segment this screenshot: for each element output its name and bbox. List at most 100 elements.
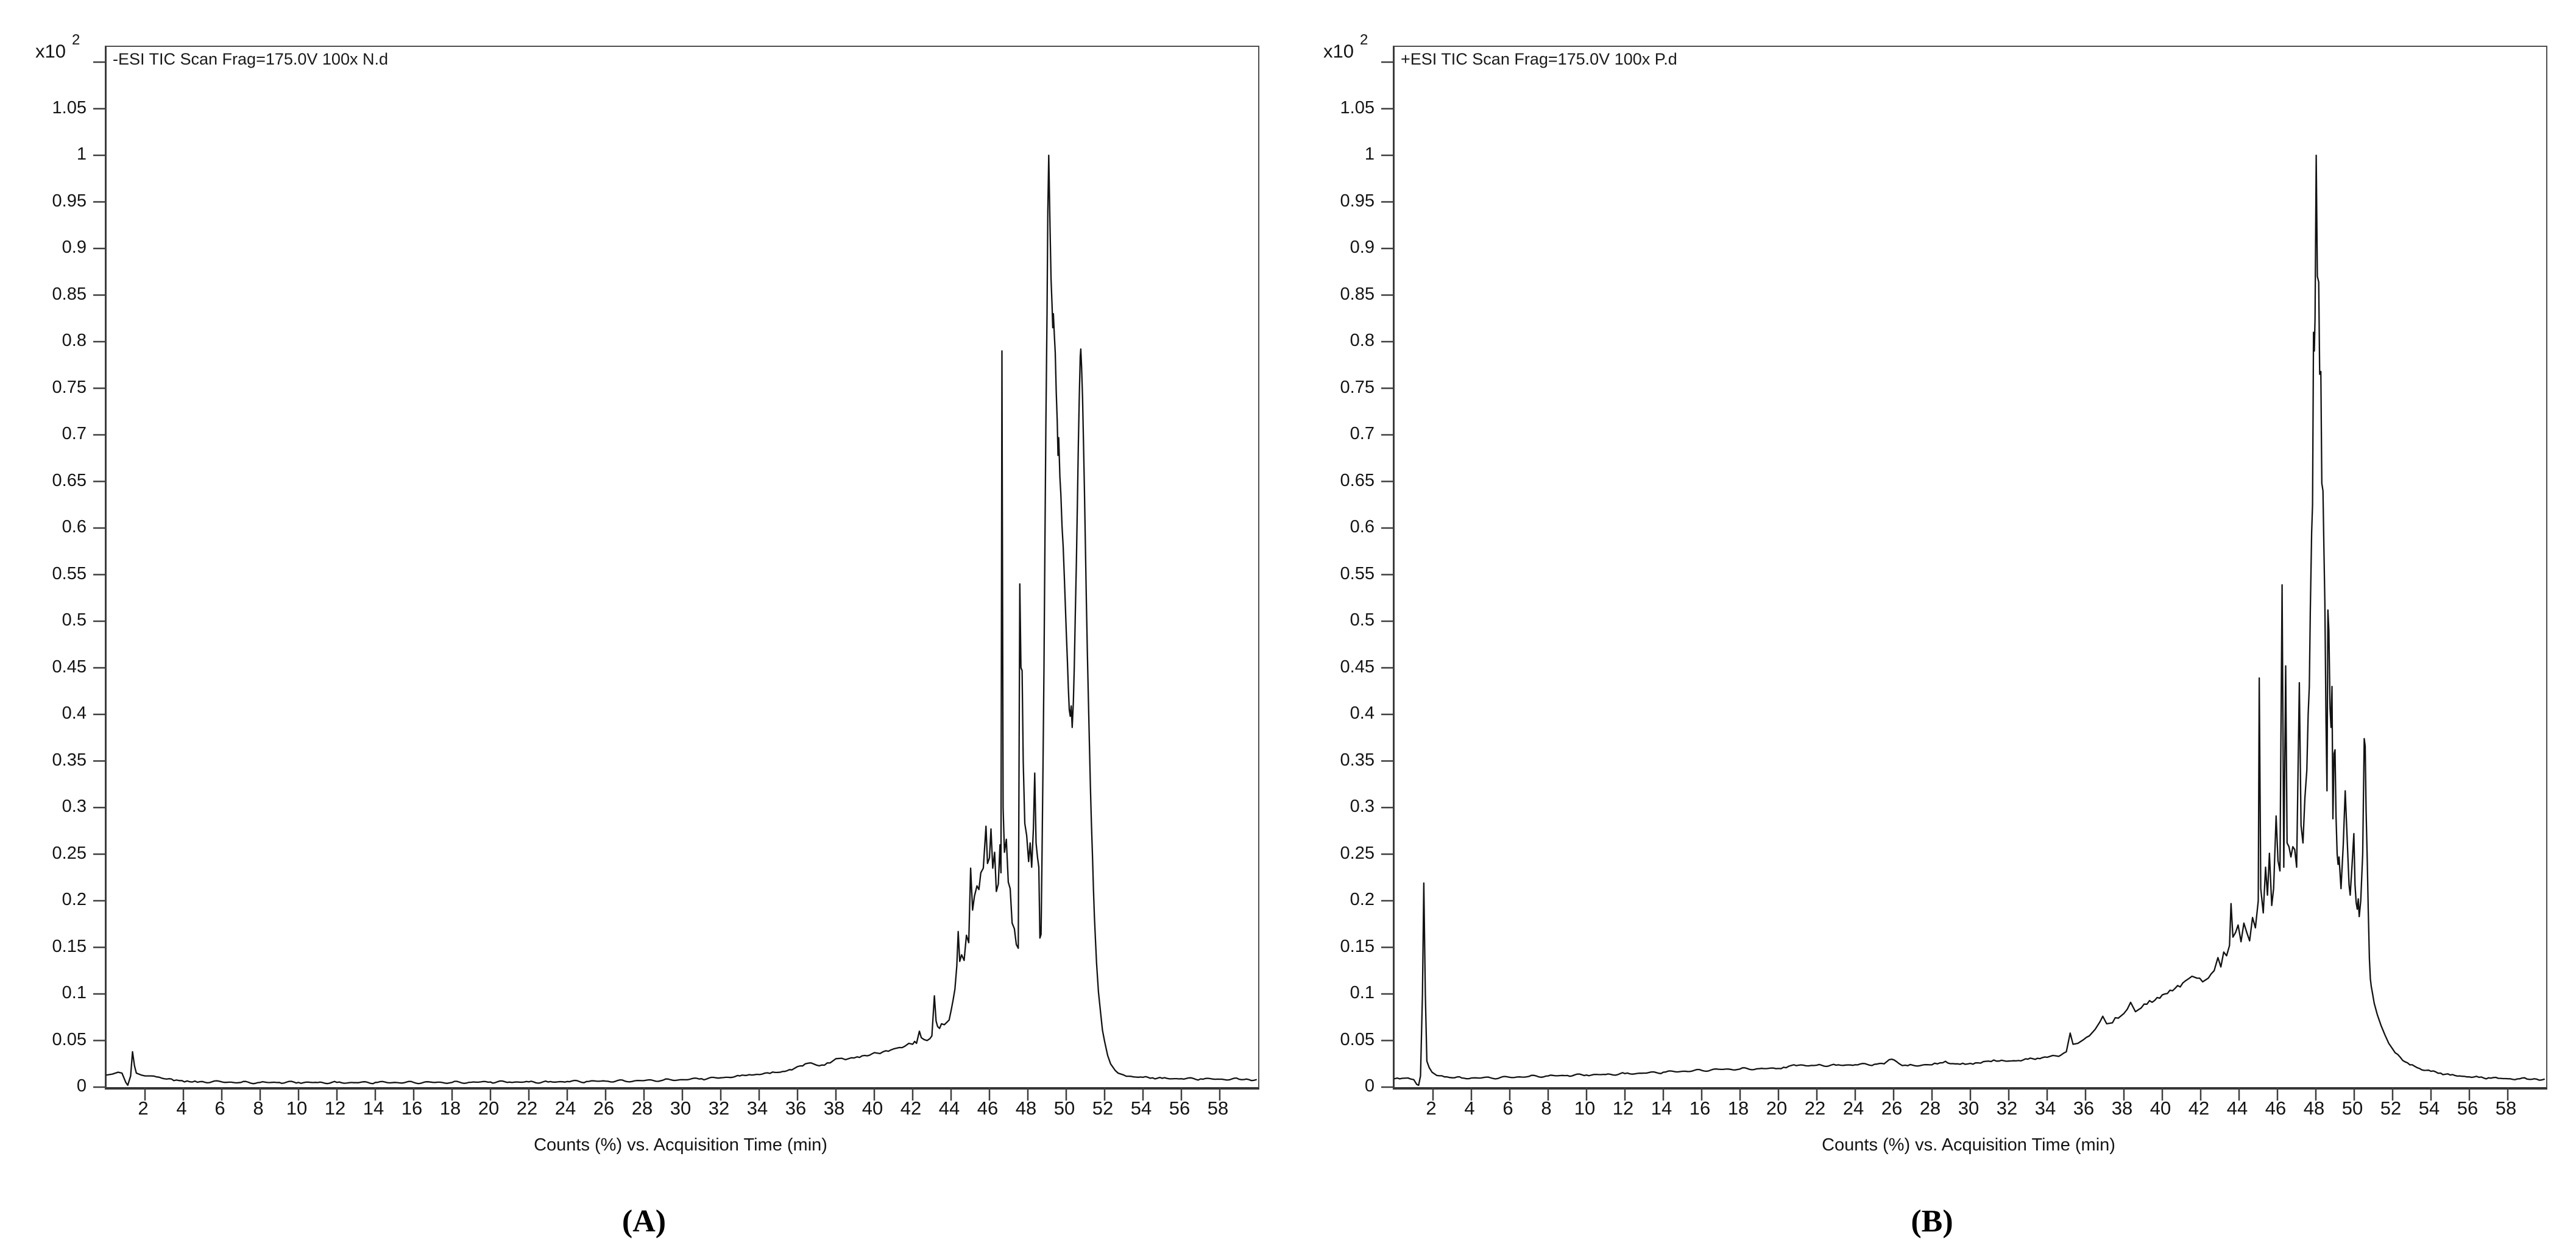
chromatogram-panel-a: x102 -ESI TIC Scan Frag=175.0V 100x N.d … — [35, 32, 1259, 1239]
chromatogram-panel-b: x102 +ESI TIC Scan Frag=175.0V 100x P.d … — [1288, 0, 2576, 1254]
y-tick-label: 0.25 — [1340, 843, 1375, 863]
x-tick-label: 38 — [2111, 1097, 2133, 1119]
x-tick-label: 40 — [2150, 1097, 2171, 1119]
x-tick-label: 6 — [1502, 1097, 1513, 1119]
x-tick-label: 6 — [214, 1097, 225, 1119]
y-tick-label: 0.55 — [52, 563, 87, 583]
x-tick-label: 4 — [1464, 1097, 1475, 1119]
x-tick-label: 46 — [2265, 1097, 2287, 1119]
x-tick-label: 28 — [631, 1097, 653, 1119]
scale-exponent: 2 — [71, 32, 80, 48]
y-tick-label: 0.4 — [62, 703, 87, 723]
x-tick-label: 56 — [2457, 1097, 2479, 1119]
x-tick-label: 40 — [862, 1097, 883, 1119]
y-tick-label: 0.15 — [52, 936, 87, 956]
x-tick-label: 54 — [1130, 1097, 1152, 1119]
x-tick-label: 2 — [138, 1097, 149, 1119]
y-tick-label: 0.85 — [52, 284, 87, 304]
y-tick-label: 0.35 — [52, 750, 87, 770]
x-tick-label: 52 — [1092, 1097, 1114, 1119]
x-tick-label: 32 — [1996, 1097, 2018, 1119]
y-tick-label: 0.5 — [62, 610, 87, 630]
x-tick-label: 58 — [1207, 1097, 1229, 1119]
x-tick-label: 44 — [938, 1097, 960, 1119]
x-tick-label: 26 — [1881, 1097, 1903, 1119]
x-tick-label: 12 — [324, 1097, 346, 1119]
x-tick-label: 34 — [746, 1097, 768, 1119]
y-tick-label: 0.95 — [52, 191, 87, 211]
x-tick-label: 14 — [1651, 1097, 1672, 1119]
y-tick-label: 0.5 — [1350, 610, 1375, 630]
y-tick-label: 1.05 — [52, 97, 87, 118]
x-tick-label: 8 — [1541, 1097, 1552, 1119]
y-tick-label: 0.55 — [1340, 563, 1375, 583]
x-tick-label: 42 — [900, 1097, 922, 1119]
x-tick-label: 38 — [823, 1097, 845, 1119]
y-tick-label: 0.2 — [1350, 890, 1375, 909]
y-tick-label: 0.7 — [62, 424, 87, 443]
x-tick-label: 46 — [977, 1097, 999, 1119]
y-tick-label: 0.65 — [1340, 470, 1375, 490]
y-tick-label: 1 — [1364, 144, 1375, 164]
y-tick-label: 0.4 — [1350, 703, 1375, 723]
x-tick-label: 50 — [2341, 1097, 2363, 1119]
y-tick-label: 0.65 — [52, 470, 87, 490]
plot-area-b: +ESI TIC Scan Frag=175.0V 100x P.d — [1381, 46, 2547, 1101]
x-tick-label: 26 — [593, 1097, 615, 1119]
y-tick-label: 0.75 — [1340, 377, 1375, 397]
y-tick-label: 0.05 — [52, 1029, 87, 1049]
x-tick-label: 50 — [1053, 1097, 1075, 1119]
x-tick-label: 54 — [2418, 1097, 2440, 1119]
y-tick-label: 0.2 — [62, 890, 87, 909]
scale-mantissa: x10 — [1323, 40, 1354, 62]
x-tick-label: 22 — [516, 1097, 538, 1119]
tic-trace — [105, 154, 1257, 1087]
plot-title-b: +ESI TIC Scan Frag=175.0V 100x P.d — [1401, 50, 1677, 68]
y-tick-label: 0.85 — [1340, 284, 1375, 304]
y-tick-label: 0.3 — [62, 797, 87, 816]
y-tick-label: 0.3 — [1350, 797, 1375, 816]
plot-area-a: -ESI TIC Scan Frag=175.0V 100x N.d — [93, 46, 1259, 1101]
x-tick-label: 42 — [2188, 1097, 2210, 1119]
x-tick-label: 20 — [1766, 1097, 1788, 1119]
x-tick-label: 4 — [176, 1097, 187, 1119]
y-tick-label: 0.45 — [52, 657, 87, 677]
x-tick-label: 48 — [1015, 1097, 1037, 1119]
tic-trace — [1393, 154, 2545, 1087]
chromatogram-trace-a — [93, 61, 1257, 1101]
x-tick-label: 16 — [1689, 1097, 1711, 1119]
subfigure-label-a: (A) — [621, 1204, 667, 1239]
x-tick-label: 12 — [1612, 1097, 1634, 1119]
y-tick-label: 0.15 — [1340, 936, 1375, 956]
x-axis-caption: Counts (%) vs. Acquisition Time (min) — [1822, 1135, 2115, 1155]
y-tick-label: 1.05 — [1340, 97, 1375, 118]
x-tick-label: 30 — [670, 1097, 692, 1119]
y-tick-label: 0.1 — [62, 983, 87, 1002]
y-tick-label: 0.35 — [1340, 750, 1375, 770]
y-tick-label: 0.1 — [1350, 983, 1375, 1002]
y-tick-label: 0.6 — [62, 517, 87, 537]
x-tick-label: 24 — [1842, 1097, 1864, 1119]
y-tick-label: 0.8 — [1350, 331, 1375, 350]
x-tick-label: 36 — [2073, 1097, 2095, 1119]
x-tick-label: 18 — [1727, 1097, 1749, 1119]
scale-mantissa: x10 — [35, 40, 66, 62]
x-tick-label: 14 — [363, 1097, 384, 1119]
y-tick-label: 0 — [76, 1076, 87, 1096]
plot-title-a: -ESI TIC Scan Frag=175.0V 100x N.d — [113, 50, 388, 68]
y-axis-scale-label: x10 2 — [35, 32, 80, 62]
subfigure-label-b: (B) — [1911, 1204, 1953, 1239]
x-tick-label: 22 — [1804, 1097, 1826, 1119]
y-tick-label: 0.05 — [1340, 1029, 1375, 1049]
x-tick-label: 24 — [554, 1097, 576, 1119]
x-tick-label: 2 — [1426, 1097, 1437, 1119]
y-tick-label: 0.8 — [62, 331, 87, 350]
y-tick-label: 0.95 — [1340, 191, 1375, 211]
x-tick-label: 32 — [708, 1097, 730, 1119]
y-axis-scale-label: x10 2 — [1323, 32, 1368, 62]
x-axis-caption: Counts (%) vs. Acquisition Time (min) — [534, 1135, 827, 1155]
y-tick-label: 0.9 — [1350, 238, 1375, 257]
x-tick-label: 20 — [478, 1097, 500, 1119]
x-tick-label: 16 — [401, 1097, 423, 1119]
